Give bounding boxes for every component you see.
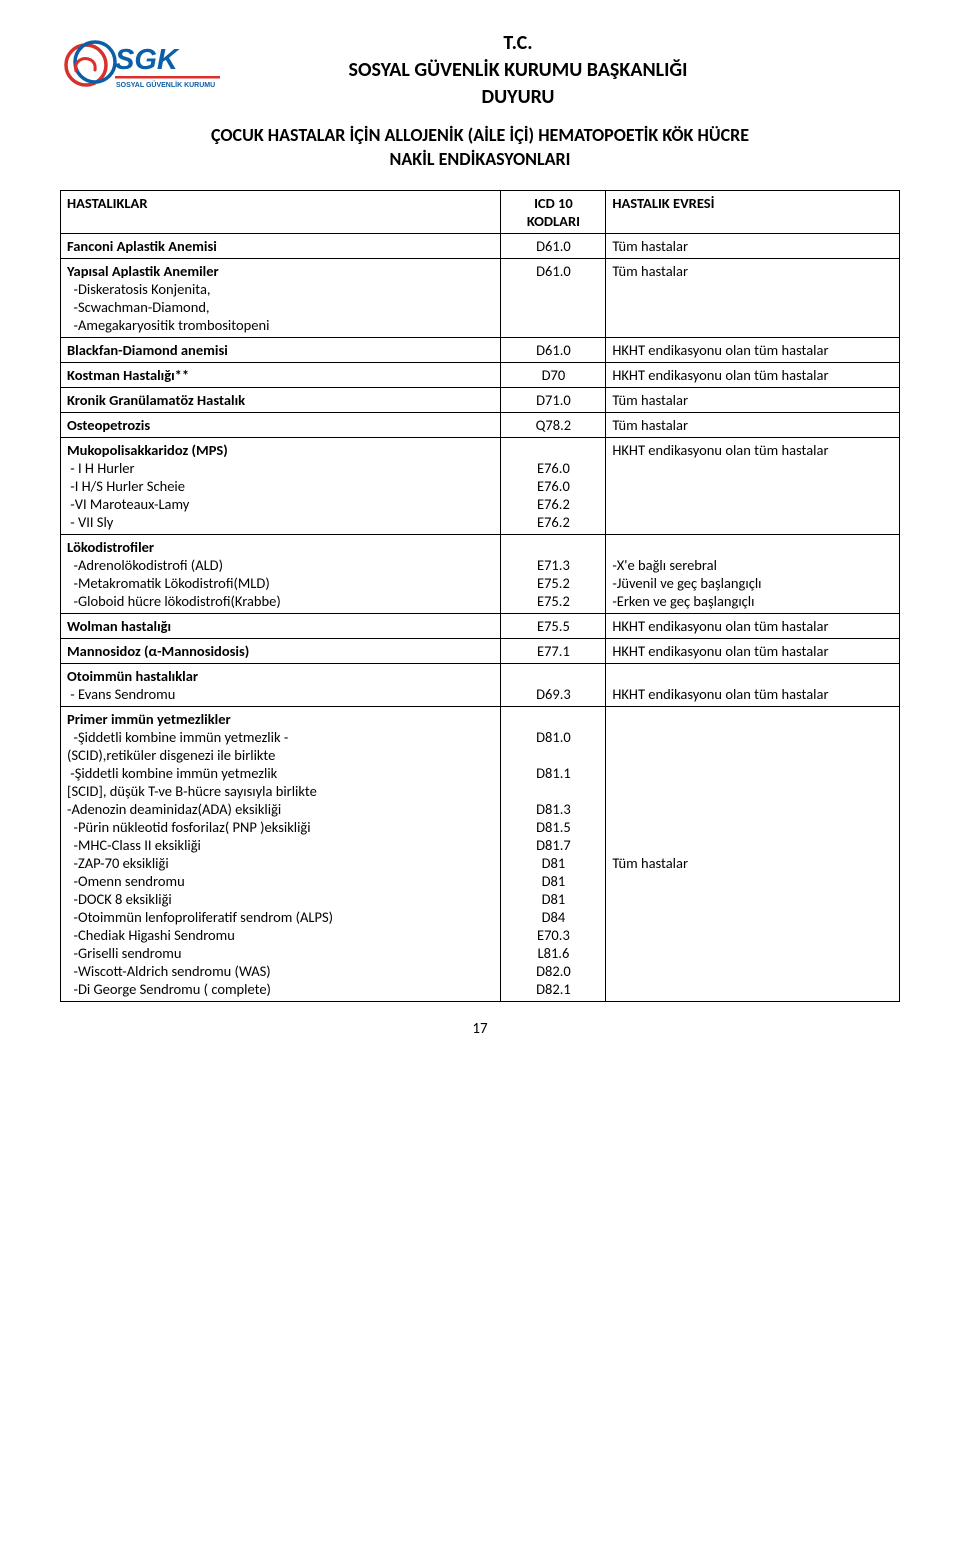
cell-icd-code: E77.1 — [501, 638, 606, 663]
cell-icd-code: D69.3 — [501, 663, 606, 706]
cell-stage: HKHT endikasyonu olan tüm hastalar — [606, 638, 900, 663]
header-title-block: T.C. SOSYAL GÜVENLİK KURUMU BAŞKANLIĞI D… — [246, 30, 900, 111]
table-row: Yapısal Aplastik Anemiler -Diskeratosis … — [61, 258, 900, 337]
cell-icd-code: Q78.2 — [501, 412, 606, 437]
cell-icd-code: D81.0 D81.1 D81.3 D81.5 D81.7 D81 D81 D8… — [501, 706, 606, 1001]
cell-stage: HKHT endikasyonu olan tüm hastalar — [606, 362, 900, 387]
sgk-logo: SGK SOSYAL GÜVENLİK KURUMU — [60, 30, 230, 100]
svg-text:SGK: SGK — [115, 44, 180, 76]
table-row: OsteopetrozisQ78.2Tüm hastalar — [61, 412, 900, 437]
col-header-stage: HASTALIK EVRESİ — [606, 190, 900, 233]
cell-disease: Primer immün yetmezlikler -Şiddetli komb… — [61, 706, 501, 1001]
cell-icd-code: D71.0 — [501, 387, 606, 412]
table-row: Blackfan-Diamond anemisiD61.0HKHT endika… — [61, 337, 900, 362]
cell-disease: Yapısal Aplastik Anemiler -Diskeratosis … — [61, 258, 501, 337]
cell-stage: HKHT endikasyonu olan tüm hastalar — [606, 337, 900, 362]
cell-stage: Tüm hastalar — [606, 258, 900, 337]
cell-icd-code: D61.0 — [501, 233, 606, 258]
cell-disease: Otoimmün hastalıklar - Evans Sendromu — [61, 663, 501, 706]
cell-icd-code: D61.0 — [501, 337, 606, 362]
cell-stage: HKHT endikasyonu olan tüm hastalar — [606, 613, 900, 638]
table-body: Fanconi Aplastik AnemisiD61.0Tüm hastala… — [61, 233, 900, 1001]
cell-disease: Mukopolisakkaridoz (MPS) - I H Hurler -I… — [61, 437, 501, 534]
table-row: Otoimmün hastalıklar - Evans Sendromu D6… — [61, 663, 900, 706]
indications-table: HASTALIKLAR ICD 10 KODLARI HASTALIK EVRE… — [60, 190, 900, 1002]
cell-icd-code: E76.0 E76.0 E76.2 E76.2 — [501, 437, 606, 534]
table-row: Mukopolisakkaridoz (MPS) - I H Hurler -I… — [61, 437, 900, 534]
subtitle-line1: ÇOCUK HASTALAR İÇİN ALLOJENİK (AİLE İÇİ)… — [60, 123, 900, 147]
cell-disease: Fanconi Aplastik Anemisi — [61, 233, 501, 258]
svg-text:SOSYAL GÜVENLİK KURUMU: SOSYAL GÜVENLİK KURUMU — [116, 80, 215, 89]
cell-disease: Kostman Hastalığı** — [61, 362, 501, 387]
table-header-row: HASTALIKLAR ICD 10 KODLARI HASTALIK EVRE… — [61, 190, 900, 233]
cell-stage: HKHT endikasyonu olan tüm hastalar — [606, 437, 900, 534]
table-row: Primer immün yetmezlikler -Şiddetli komb… — [61, 706, 900, 1001]
table-row: Wolman hastalığıE75.5HKHT endikasyonu ol… — [61, 613, 900, 638]
cell-stage: Tüm hastalar — [606, 412, 900, 437]
col-header-diseases: HASTALIKLAR — [61, 190, 501, 233]
col-header-icd10: ICD 10 KODLARI — [501, 190, 606, 233]
cell-icd-code: D61.0 — [501, 258, 606, 337]
header-line2: SOSYAL GÜVENLİK KURUMU BAŞKANLIĞI — [246, 57, 790, 84]
header-line1: T.C. — [246, 30, 790, 57]
table-row: Kostman Hastalığı**D70HKHT endikasyonu o… — [61, 362, 900, 387]
table-row: Fanconi Aplastik AnemisiD61.0Tüm hastala… — [61, 233, 900, 258]
page-number: 17 — [60, 1020, 900, 1038]
document-header: SGK SOSYAL GÜVENLİK KURUMU T.C. SOSYAL G… — [60, 30, 900, 111]
cell-disease: Osteopetrozis — [61, 412, 501, 437]
header-line3: DUYURU — [246, 84, 790, 111]
cell-stage: -X'e bağlı serebral -Jüvenil ve geç başl… — [606, 534, 900, 613]
cell-stage: Tüm hastalar — [606, 706, 900, 1001]
cell-icd-code: D70 — [501, 362, 606, 387]
table-row: Mannosidoz (α-Mannosidosis)E77.1HKHT end… — [61, 638, 900, 663]
cell-disease: Blackfan-Diamond anemisi — [61, 337, 501, 362]
cell-stage: Tüm hastalar — [606, 387, 900, 412]
cell-disease: Lökodistrofiler -Adrenolökodistrofi (ALD… — [61, 534, 501, 613]
cell-disease: Wolman hastalığı — [61, 613, 501, 638]
cell-stage: Tüm hastalar — [606, 233, 900, 258]
cell-stage: HKHT endikasyonu olan tüm hastalar — [606, 663, 900, 706]
subtitle-line2: NAKİL ENDİKASYONLARI — [60, 147, 900, 171]
document-subtitle: ÇOCUK HASTALAR İÇİN ALLOJENİK (AİLE İÇİ)… — [60, 123, 900, 172]
cell-disease: Kronik Granülamatöz Hastalık — [61, 387, 501, 412]
cell-disease: Mannosidoz (α-Mannosidosis) — [61, 638, 501, 663]
cell-icd-code: E75.5 — [501, 613, 606, 638]
cell-icd-code: E71.3 E75.2 E75.2 — [501, 534, 606, 613]
table-row: Kronik Granülamatöz HastalıkD71.0Tüm has… — [61, 387, 900, 412]
table-row: Lökodistrofiler -Adrenolökodistrofi (ALD… — [61, 534, 900, 613]
